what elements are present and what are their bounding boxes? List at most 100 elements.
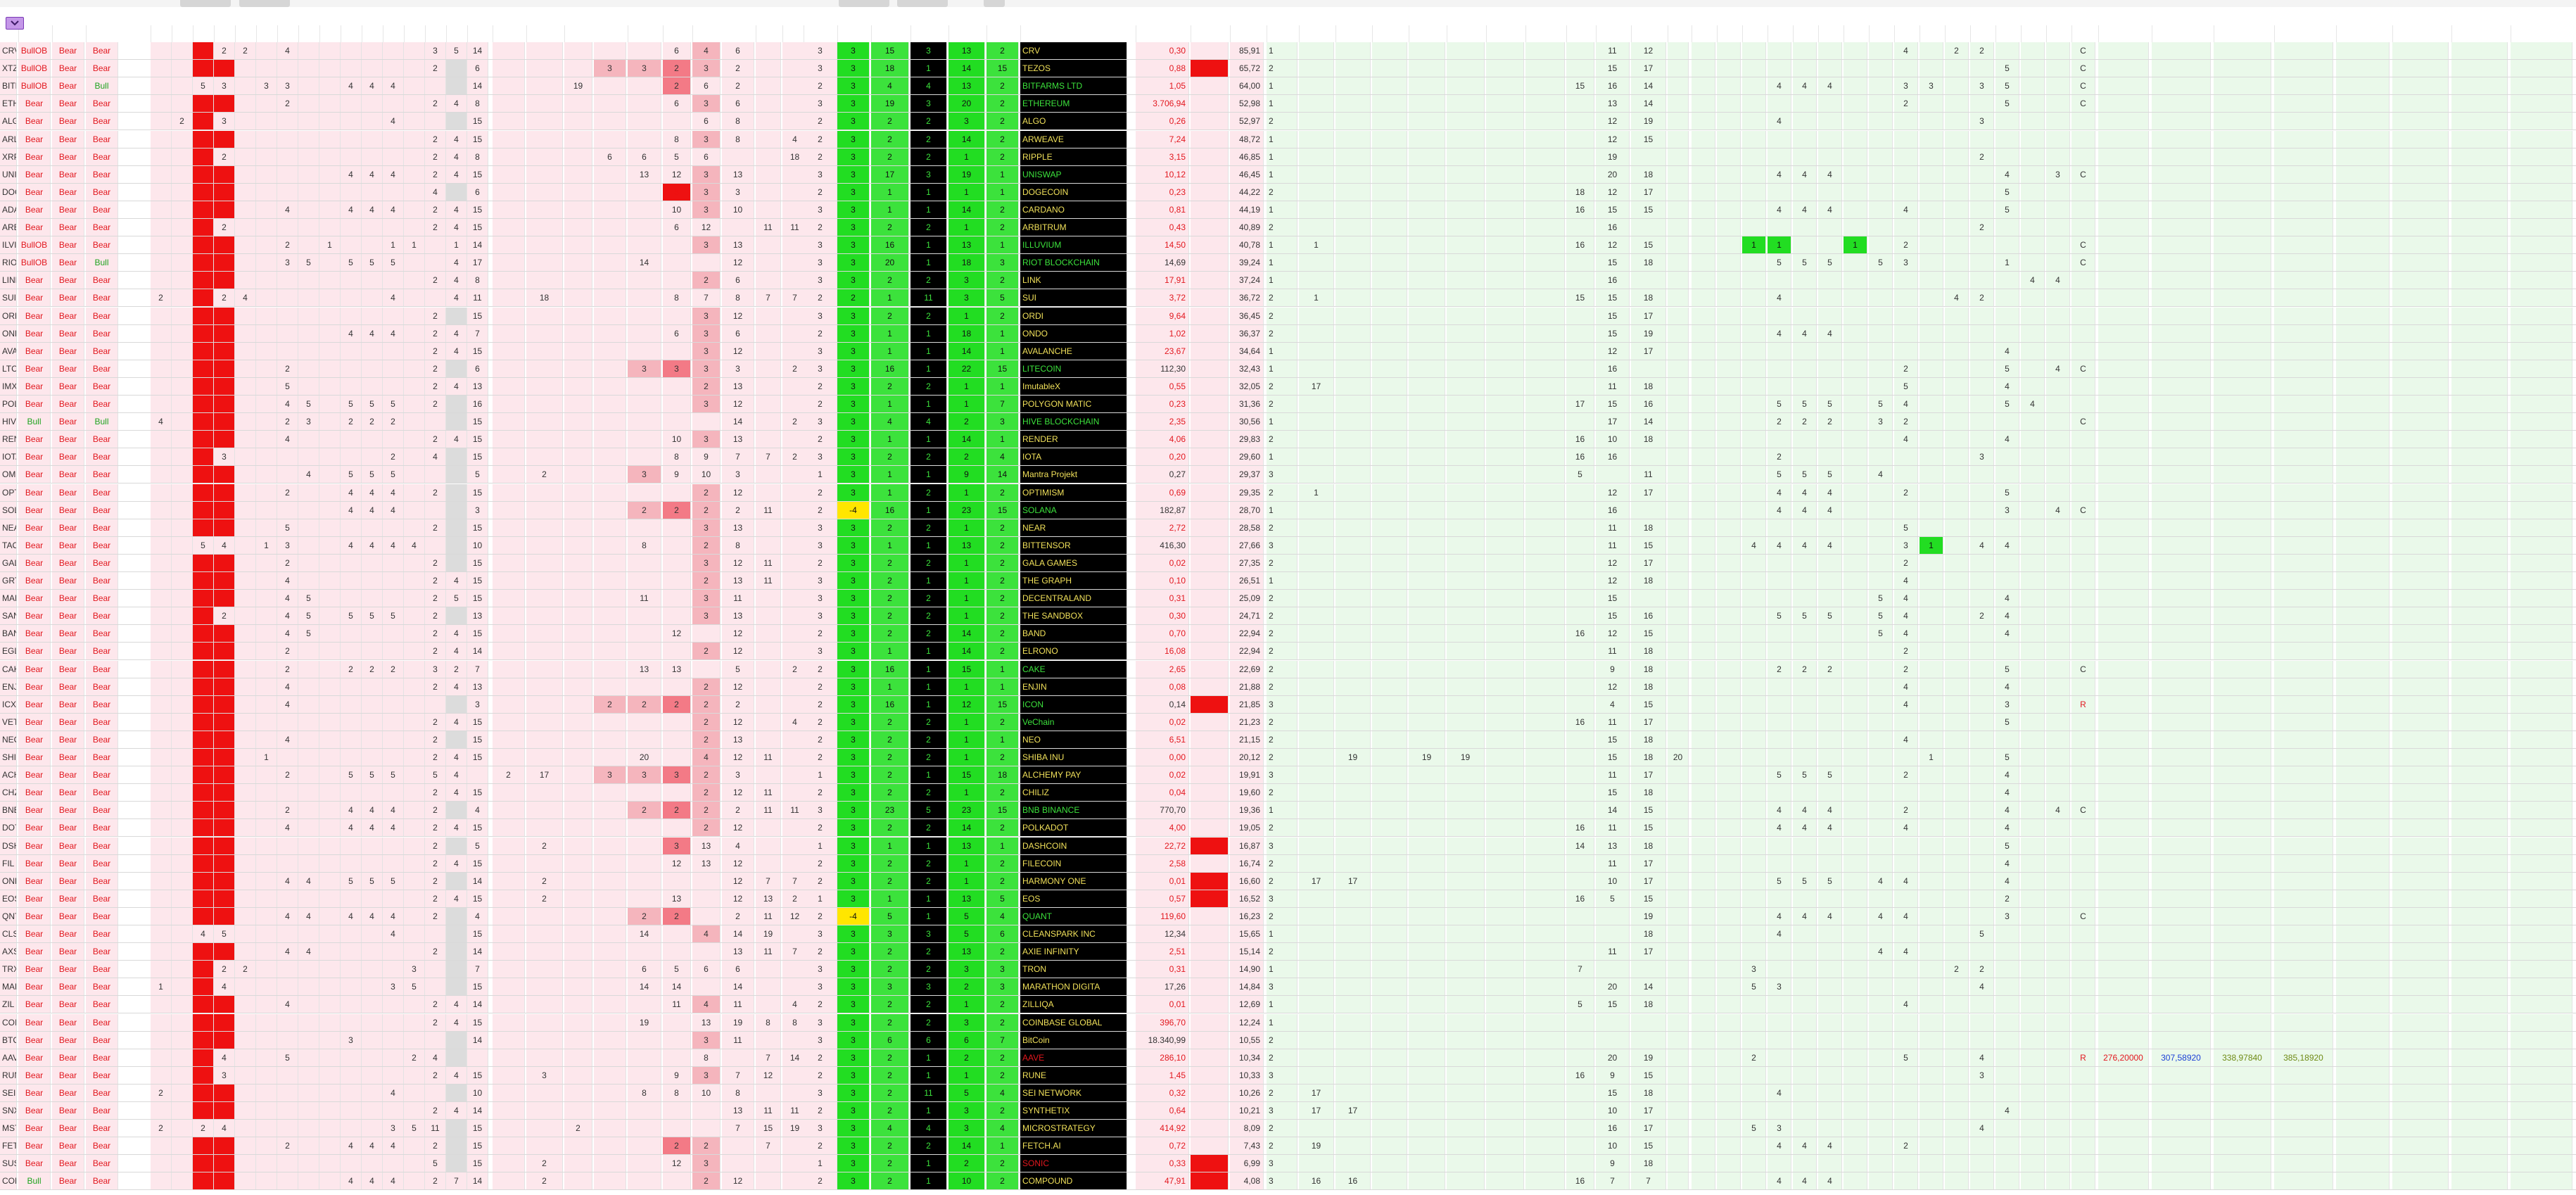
cell-s4[interactable]: 3 <box>628 60 661 77</box>
cell-tr[interactable]: 13 <box>948 943 985 960</box>
cell-sell2[interactable] <box>2392 289 2449 306</box>
cell-lt[interactable] <box>1668 484 1689 501</box>
cell-w[interactable]: Bear <box>52 219 84 236</box>
cell-u10[interactable] <box>1920 784 1943 801</box>
cell-n1[interactable]: 3 <box>804 42 837 59</box>
cell-ab[interactable]: DOGE <box>0 184 17 201</box>
cell-w[interactable]: Bear <box>52 484 84 501</box>
cell-b8[interactable]: 5 <box>298 254 319 271</box>
cell-ll[interactable] <box>1631 1032 1666 1049</box>
cell-b13[interactable] <box>193 661 214 678</box>
cell-lgr[interactable]: 17 <box>1566 396 1594 412</box>
cell-u8[interactable] <box>1869 1155 1893 1172</box>
cell-u8[interactable] <box>1869 219 1893 236</box>
cell-bu13[interactable] <box>1996 113 2019 129</box>
cell-u1[interactable] <box>1692 396 1715 412</box>
cell-lb[interactable] <box>1409 519 1445 536</box>
cell-bu14[interactable] <box>2021 378 2045 395</box>
cell-lgx[interactable] <box>1372 1014 1407 1031</box>
cell-se[interactable]: 2 <box>986 873 1019 890</box>
cell-lgn[interactable] <box>1447 537 1485 554</box>
cell-u9[interactable] <box>1894 837 1918 854</box>
cell-lo[interactable] <box>1335 1032 1371 1049</box>
cell-lw[interactable]: 11 <box>1596 378 1630 395</box>
cell-u1[interactable] <box>1692 148 1715 165</box>
cell-u1[interactable] <box>1692 661 1715 678</box>
cell-lgr[interactable]: 5 <box>1566 996 1594 1013</box>
cell-b15[interactable] <box>151 396 172 412</box>
cell-sl[interactable] <box>493 1085 525 1101</box>
cell-b3[interactable]: 2 <box>404 1049 425 1066</box>
cell-b3[interactable] <box>404 714 425 731</box>
cell-s5[interactable] <box>663 254 691 271</box>
cell-sl[interactable] <box>493 466 525 483</box>
cell-se[interactable]: 2 <box>986 607 1019 624</box>
cell-tp1[interactable] <box>2214 1032 2271 1049</box>
cell-s5[interactable]: 8 <box>663 131 691 148</box>
cell-b10[interactable] <box>256 1137 277 1154</box>
cell-b2[interactable]: 2 <box>425 643 446 659</box>
cell-b11[interactable] <box>235 855 256 872</box>
cell-u4[interactable]: 5 <box>1768 466 1791 483</box>
cell-n1[interactable]: 2 <box>804 1102 837 1119</box>
cell-b5[interactable] <box>362 131 383 148</box>
cell-b14[interactable] <box>172 625 193 642</box>
cell-sg[interactable]: 11 <box>756 555 781 571</box>
cell-s5[interactable]: 11 <box>663 996 691 1013</box>
cell-ab[interactable]: RIOT <box>0 254 17 271</box>
cell-bT[interactable]: 8 <box>467 272 488 289</box>
cell-w4[interactable]: 7,43 <box>1230 1137 1264 1154</box>
cell-lr[interactable] <box>1299 1067 1334 1084</box>
cell-lgr[interactable] <box>1566 766 1594 783</box>
cell-tp3[interactable] <box>2451 1032 2508 1049</box>
cell-s4[interactable]: 20 <box>628 749 661 766</box>
column-header[interactable] <box>277 25 298 42</box>
cell-we[interactable]: 3 <box>837 60 870 77</box>
cell-b4[interactable] <box>383 996 404 1013</box>
cell-stop[interactable] <box>2098 413 2149 430</box>
cell-b15[interactable] <box>151 360 172 377</box>
cell-lgn[interactable] <box>1447 502 1485 519</box>
cell-s4[interactable]: 2 <box>628 502 661 519</box>
cell-b15[interactable] <box>151 1155 172 1172</box>
cell-lgr[interactable] <box>1566 1155 1594 1172</box>
cell-u3[interactable] <box>1742 943 1766 960</box>
cell-lb[interactable] <box>1409 1032 1445 1049</box>
cell-t[interactable]: Bear <box>86 837 118 854</box>
cell-u2[interactable] <box>1717 996 1741 1013</box>
cell-lr[interactable] <box>1299 431 1334 448</box>
cell-u12[interactable] <box>1970 1085 1994 1101</box>
cell-b15[interactable] <box>151 148 172 165</box>
cell-b7[interactable] <box>319 1155 341 1172</box>
cell-u7[interactable] <box>1844 696 1867 713</box>
cell-b13[interactable] <box>193 961 214 978</box>
cell-bT[interactable]: 14 <box>467 996 488 1013</box>
cell-u5[interactable] <box>1793 590 1817 607</box>
cell-lb[interactable] <box>1409 113 1445 129</box>
cell-bu13[interactable]: 5 <box>1996 484 2019 501</box>
table-row[interactable]: XTZ BullOB Bear Bear 2 6 3 3 2 3 2 3 3 18 1 14 15 TEZOS 0,… <box>0 60 2576 77</box>
cell-u1[interactable] <box>1692 236 1715 253</box>
cell-u10[interactable] <box>1920 766 1943 783</box>
cell-tr[interactable]: 1 <box>948 484 985 501</box>
cell-sw[interactable] <box>526 254 563 271</box>
cell-i2[interactable]: 2 <box>911 484 947 501</box>
cell-u5[interactable] <box>1793 555 1817 571</box>
cell-sell2[interactable] <box>2392 678 2449 695</box>
cell-lgr[interactable] <box>1566 873 1594 890</box>
cell-b12[interactable] <box>214 1137 235 1154</box>
cell-lo[interactable] <box>1335 1137 1371 1154</box>
cell-u5[interactable]: 5 <box>1793 766 1817 783</box>
cell-b12[interactable] <box>214 908 235 925</box>
cell-u9[interactable] <box>1894 1085 1918 1101</box>
cell-bT[interactable]: 13 <box>467 607 488 624</box>
cell-lsw[interactable] <box>1525 661 1565 678</box>
cell-s5[interactable]: 8 <box>663 289 691 306</box>
cell-lo[interactable] <box>1335 42 1371 59</box>
cell-b15[interactable] <box>151 166 172 183</box>
cell-n1[interactable]: 3 <box>804 1120 837 1137</box>
cell-b9[interactable] <box>277 131 298 148</box>
cell-sell2[interactable] <box>2392 343 2449 360</box>
cell-n1[interactable]: 2 <box>804 943 837 960</box>
cell-t[interactable]: Bear <box>86 1014 118 1031</box>
